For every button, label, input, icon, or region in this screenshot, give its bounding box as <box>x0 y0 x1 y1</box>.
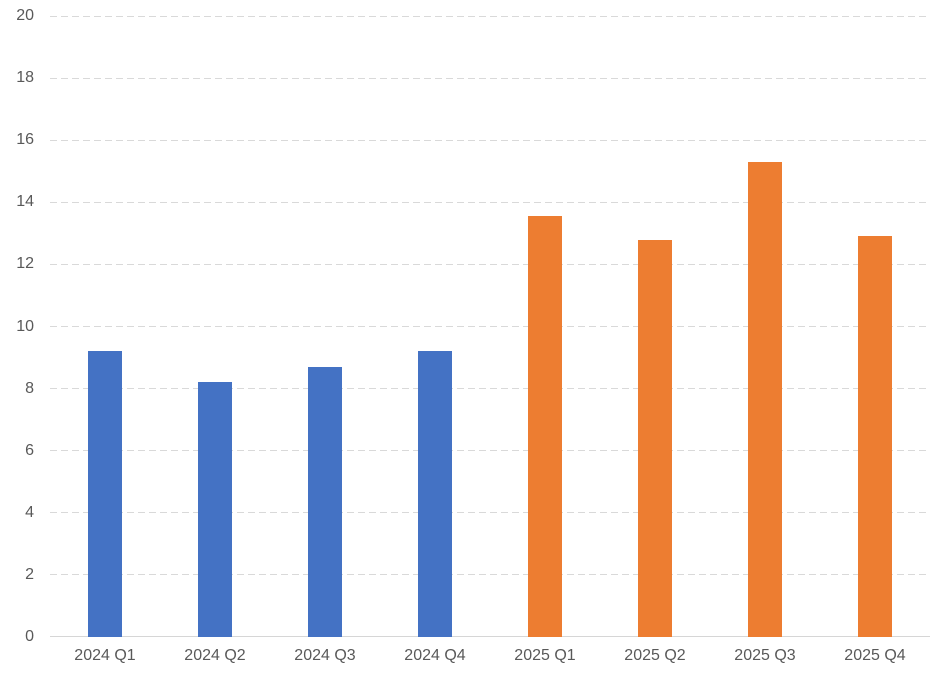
x-tick-label: 2025 Q2 <box>624 647 686 664</box>
bar-2025-q4 <box>858 236 892 637</box>
x-tick-label: 2024 Q4 <box>404 647 466 664</box>
y-tick-label: 12 <box>16 255 34 273</box>
x-axis-line <box>50 636 930 637</box>
gridline-y-4 <box>50 512 930 514</box>
gridline-y-18 <box>50 77 930 79</box>
x-tick-label: 2024 Q2 <box>184 647 246 664</box>
y-tick-label: 14 <box>16 193 34 211</box>
y-tick-label: 0 <box>25 628 34 645</box>
x-tick-label: 2024 Q1 <box>74 647 136 664</box>
y-tick-label: 20 <box>16 7 34 24</box>
x-tick-label: 2025 Q4 <box>844 647 906 664</box>
bar-2024-q4 <box>418 351 452 637</box>
gridline-y-12 <box>50 263 930 265</box>
x-tick-label: 2025 Q1 <box>514 647 576 664</box>
bar-2024-q1 <box>88 351 122 637</box>
gridline-y-10 <box>50 326 930 327</box>
gridline-y-6 <box>50 450 930 452</box>
y-tick-label: 6 <box>25 441 34 459</box>
gridline-y-14 <box>50 201 930 203</box>
y-tick-label: 10 <box>16 317 34 335</box>
bar-2024-q2 <box>198 382 232 637</box>
y-tick-label: 4 <box>25 503 34 521</box>
gridline-y-2 <box>50 574 930 576</box>
gridline-y-16 <box>50 139 930 141</box>
gridline-y-20 <box>50 15 930 17</box>
y-tick-label: 8 <box>25 379 34 397</box>
gridline-y-8 <box>50 388 930 390</box>
x-axis-tick-labels: 2024 Q1 2024 Q2 2024 Q3 2024 Q4 2025 Q1 2025 … <box>50 646 930 666</box>
x-tick-label: 2025 Q3 <box>734 647 796 664</box>
bar-2024-q3 <box>308 366 342 637</box>
bar-2025-q3 <box>748 161 782 637</box>
bar-2025-q2 <box>638 239 672 637</box>
bar-2025-q1 <box>528 216 562 637</box>
plot-area <box>50 15 930 637</box>
y-tick-label: 2 <box>25 565 34 583</box>
y-tick-label: 18 <box>16 69 34 87</box>
x-tick-label: 2024 Q3 <box>294 647 356 664</box>
y-tick-label: 16 <box>16 131 34 149</box>
